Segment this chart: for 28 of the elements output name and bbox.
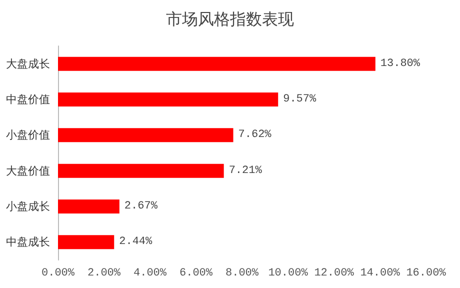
bar — [58, 92, 278, 106]
y-tick-label: 大盘价值 — [6, 164, 50, 178]
x-tick-label: 12.00% — [314, 268, 354, 280]
chart-title: 市场风格指数表现 — [166, 10, 294, 28]
bar — [58, 128, 234, 142]
data-label: 2.67% — [124, 200, 158, 212]
x-tick-label: 10.00% — [268, 268, 308, 280]
x-tick-label: 8.00% — [225, 268, 259, 280]
y-tick-label: 中盘价值 — [6, 93, 50, 106]
x-tick-label: 2.00% — [87, 268, 121, 280]
x-tick-label: 0.00% — [41, 268, 75, 280]
data-label: 9.57% — [283, 94, 317, 106]
y-tick-label: 中盘成长 — [6, 236, 50, 249]
y-tick-label: 小盘成长 — [6, 200, 50, 213]
y-tick-label: 小盘价值 — [6, 128, 50, 142]
bar — [58, 164, 224, 178]
bar — [58, 200, 120, 214]
x-tick-label: 14.00% — [360, 268, 400, 280]
x-tick-label: 16.00% — [406, 268, 446, 280]
data-label: 2.44% — [119, 236, 153, 248]
data-label: 7.62% — [238, 129, 272, 142]
bar — [58, 56, 376, 71]
x-tick-label: 6.00% — [179, 268, 213, 280]
data-label: 7.21% — [228, 164, 262, 177]
data-label: 13.80% — [380, 58, 420, 70]
x-tick-label: 4.00% — [133, 268, 167, 280]
bar — [58, 235, 114, 250]
y-tick-label: 大盘成长 — [6, 57, 50, 70]
